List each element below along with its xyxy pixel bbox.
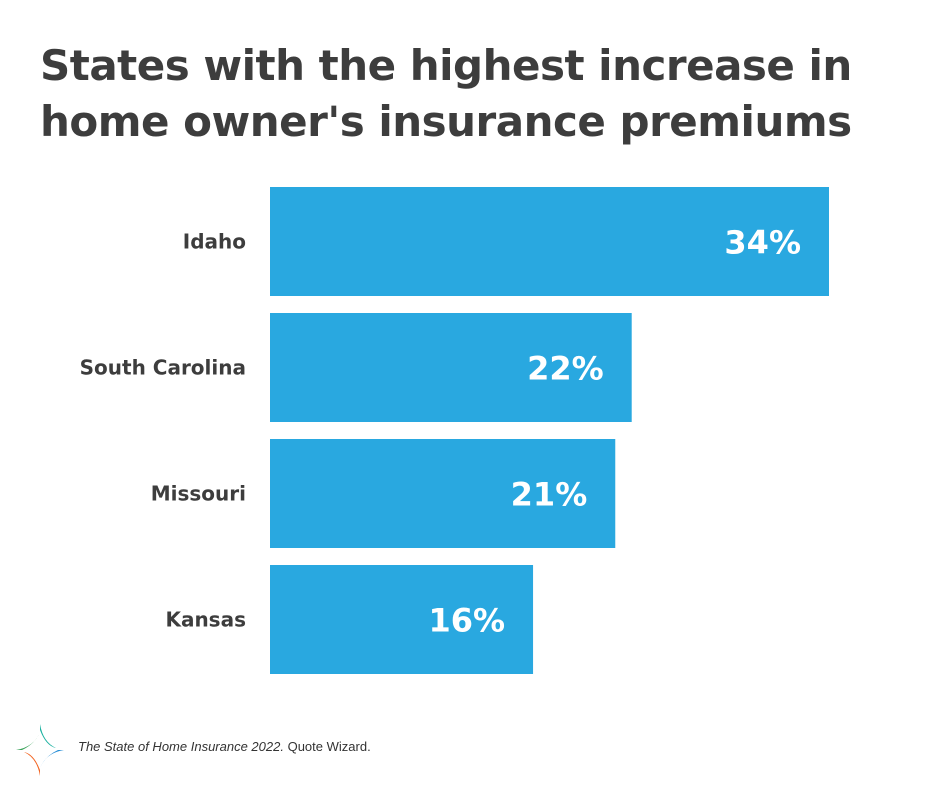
data-label: 34% — [724, 224, 801, 262]
source-citation: The State of Home Insurance 2022. Quote … — [78, 739, 371, 754]
data-label: 22% — [527, 350, 604, 388]
data-label: 16% — [428, 602, 505, 640]
category-label: Kansas — [165, 608, 246, 632]
category-label: Idaho — [183, 230, 246, 254]
source-title: The State of Home Insurance 2022. — [78, 739, 284, 754]
category-label: Missouri — [151, 482, 246, 506]
bar-missouri — [270, 439, 616, 548]
bar-idaho — [270, 187, 829, 296]
chart-title: States with the highest increase in home… — [40, 41, 852, 146]
source-publisher: Quote Wizard. — [287, 739, 371, 754]
data-label: 21% — [511, 476, 588, 514]
bar-south-carolina — [270, 313, 632, 422]
category-label: South Carolina — [80, 356, 246, 380]
bar-kansas — [270, 565, 534, 674]
four-point-star-logo-icon — [16, 724, 64, 776]
